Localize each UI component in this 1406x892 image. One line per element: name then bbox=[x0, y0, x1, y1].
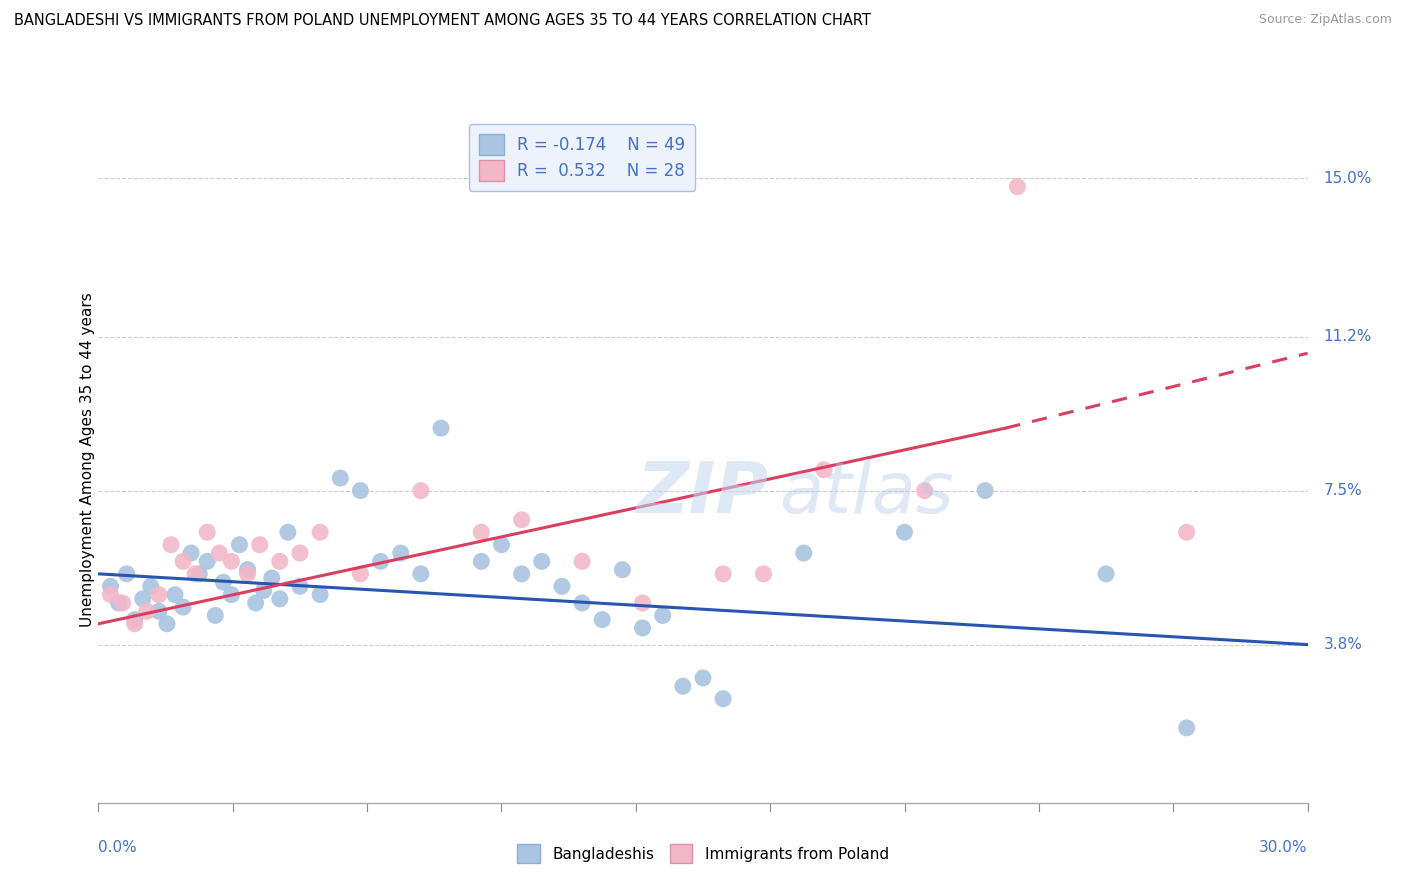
Point bbox=[692, 671, 714, 685]
Point bbox=[260, 571, 283, 585]
Point bbox=[269, 554, 291, 568]
Point bbox=[631, 596, 654, 610]
Point bbox=[188, 566, 211, 581]
Point bbox=[349, 566, 371, 581]
Point bbox=[139, 579, 162, 593]
Point bbox=[672, 679, 695, 693]
Point bbox=[914, 483, 936, 498]
Point bbox=[349, 483, 371, 498]
Point bbox=[135, 604, 157, 618]
Y-axis label: Unemployment Among Ages 35 to 44 years: Unemployment Among Ages 35 to 44 years bbox=[80, 292, 94, 627]
Text: 3.8%: 3.8% bbox=[1323, 637, 1362, 652]
Point bbox=[277, 525, 299, 540]
Point bbox=[228, 538, 250, 552]
Point bbox=[591, 613, 613, 627]
Point bbox=[309, 588, 332, 602]
Legend: Bangladeshis, Immigrants from Poland: Bangladeshis, Immigrants from Poland bbox=[509, 837, 897, 871]
Point bbox=[571, 596, 593, 610]
Point bbox=[813, 463, 835, 477]
Point bbox=[236, 563, 259, 577]
Point bbox=[612, 563, 634, 577]
Point bbox=[221, 588, 243, 602]
Point bbox=[253, 583, 276, 598]
Point bbox=[221, 554, 243, 568]
Point bbox=[551, 579, 574, 593]
Point bbox=[160, 538, 183, 552]
Point bbox=[470, 525, 492, 540]
Text: Source: ZipAtlas.com: Source: ZipAtlas.com bbox=[1258, 13, 1392, 27]
Point bbox=[195, 554, 218, 568]
Point bbox=[510, 566, 533, 581]
Text: atlas: atlas bbox=[779, 459, 953, 528]
Point bbox=[288, 579, 311, 593]
Text: BANGLADESHI VS IMMIGRANTS FROM POLAND UNEMPLOYMENT AMONG AGES 35 TO 44 YEARS COR: BANGLADESHI VS IMMIGRANTS FROM POLAND UN… bbox=[14, 13, 870, 29]
Point bbox=[329, 471, 352, 485]
Point bbox=[409, 566, 432, 581]
Point bbox=[309, 525, 332, 540]
Text: 0.0%: 0.0% bbox=[98, 840, 138, 855]
Point bbox=[115, 566, 138, 581]
Point bbox=[107, 596, 129, 610]
Point bbox=[510, 513, 533, 527]
Point bbox=[269, 591, 291, 606]
Point bbox=[651, 608, 673, 623]
Point bbox=[124, 616, 146, 631]
Point bbox=[288, 546, 311, 560]
Point bbox=[124, 613, 146, 627]
Point bbox=[409, 483, 432, 498]
Point bbox=[163, 588, 186, 602]
Text: ZIP: ZIP bbox=[637, 459, 769, 528]
Text: 7.5%: 7.5% bbox=[1323, 483, 1362, 498]
Point bbox=[100, 588, 122, 602]
Text: 15.0%: 15.0% bbox=[1323, 171, 1372, 186]
Point bbox=[1007, 179, 1029, 194]
Point bbox=[974, 483, 997, 498]
Point bbox=[236, 566, 259, 581]
Text: 30.0%: 30.0% bbox=[1260, 840, 1308, 855]
Point bbox=[430, 421, 453, 435]
Point bbox=[893, 525, 915, 540]
Point bbox=[470, 554, 492, 568]
Text: 11.2%: 11.2% bbox=[1323, 329, 1372, 344]
Point bbox=[208, 546, 231, 560]
Point bbox=[1175, 721, 1198, 735]
Point bbox=[184, 566, 207, 581]
Point bbox=[249, 538, 271, 552]
Point bbox=[530, 554, 553, 568]
Point bbox=[571, 554, 593, 568]
Point bbox=[180, 546, 202, 560]
Point bbox=[204, 608, 226, 623]
Point bbox=[491, 538, 513, 552]
Point bbox=[711, 566, 734, 581]
Point bbox=[389, 546, 412, 560]
Point bbox=[793, 546, 815, 560]
Point bbox=[172, 554, 194, 568]
Point bbox=[631, 621, 654, 635]
Point bbox=[1095, 566, 1118, 581]
Point bbox=[245, 596, 267, 610]
Point bbox=[711, 691, 734, 706]
Point bbox=[752, 566, 775, 581]
Point bbox=[148, 604, 170, 618]
Point bbox=[111, 596, 134, 610]
Point bbox=[132, 591, 155, 606]
Point bbox=[148, 588, 170, 602]
Point bbox=[172, 600, 194, 615]
Point bbox=[156, 616, 179, 631]
Point bbox=[212, 575, 235, 590]
Point bbox=[195, 525, 218, 540]
Point bbox=[100, 579, 122, 593]
Point bbox=[370, 554, 392, 568]
Point bbox=[1175, 525, 1198, 540]
